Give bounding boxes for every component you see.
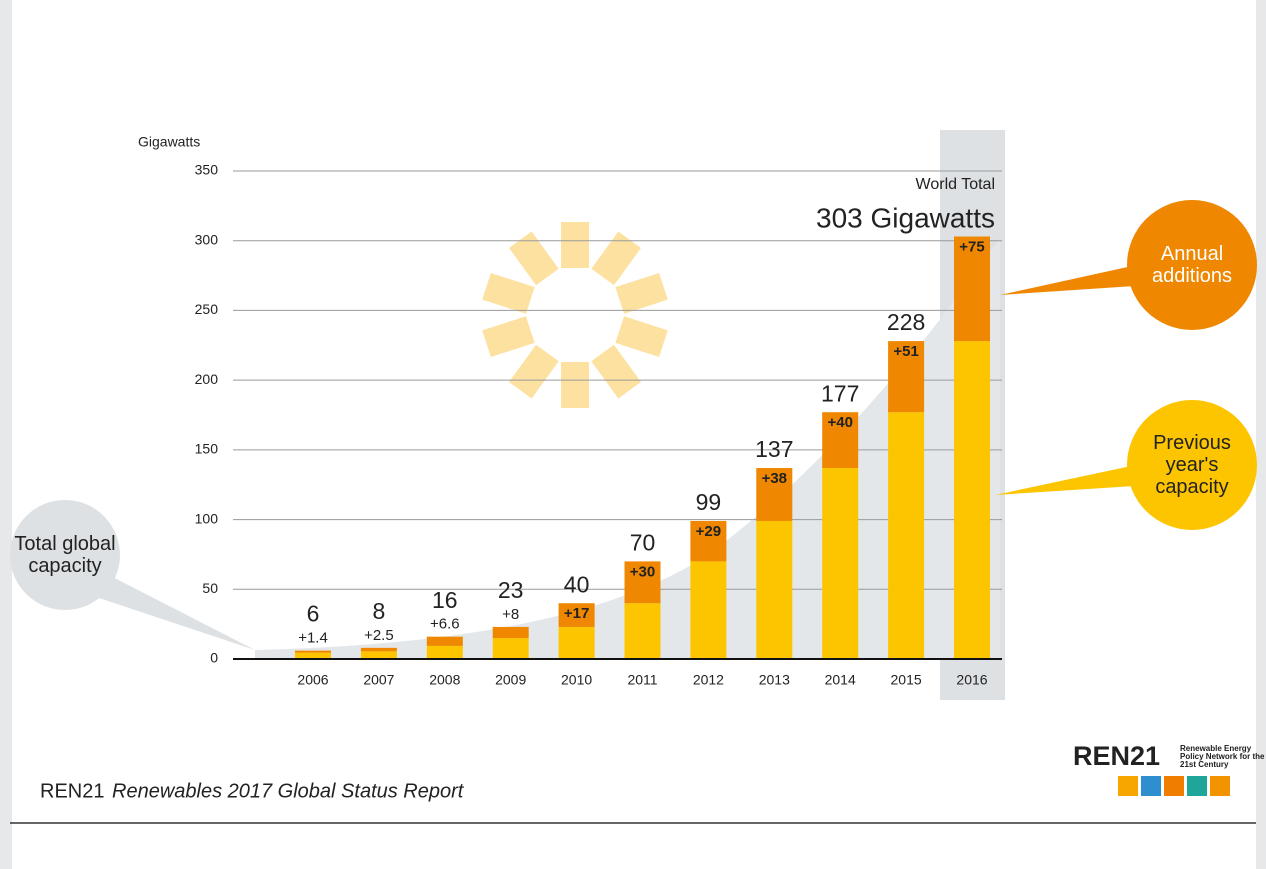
annotation-title: World Total	[916, 176, 995, 193]
logo-name: REN21	[1073, 741, 1160, 771]
x-tick-label: 2007	[363, 672, 394, 688]
y-tick-label: 50	[202, 580, 218, 596]
total-label: 40	[564, 571, 590, 597]
data-label: +1.4	[298, 630, 328, 647]
y-tick-label: 100	[195, 510, 219, 526]
logo-text: Renewable Energy Policy Network for the …	[1180, 744, 1265, 769]
y-tick-label: 350	[195, 162, 219, 178]
total-label: 228	[887, 309, 925, 335]
data-label: +51	[893, 343, 918, 360]
bar-segment	[822, 412, 859, 468]
pointer	[995, 462, 1150, 495]
bar-segment	[558, 626, 595, 659]
bar-segment	[888, 412, 925, 659]
data-label: +75	[959, 239, 984, 256]
bar-segment	[558, 603, 595, 627]
x-tick-label: 2009	[495, 672, 526, 688]
bar-segment	[426, 636, 463, 646]
bar-segment	[295, 650, 331, 653]
bar-segment	[624, 561, 661, 604]
total-label: 6	[307, 601, 320, 627]
y-axis-label: Gigawatts	[138, 134, 200, 150]
logo-icons	[1118, 776, 1230, 796]
frame-edge	[0, 0, 12, 869]
bar-segment	[756, 467, 793, 521]
y-tick-label: 200	[195, 371, 219, 387]
total-label: 16	[432, 587, 458, 613]
sun-icon	[482, 222, 668, 408]
x-tick-label: 2010	[561, 672, 592, 688]
bar-segment	[360, 651, 397, 659]
pointer	[1000, 262, 1150, 295]
x-tick-label: 2013	[759, 672, 790, 688]
data-label: +40	[827, 414, 852, 431]
bar-segment	[954, 341, 990, 659]
bar-segment	[492, 626, 529, 639]
bar-segment	[954, 236, 990, 342]
background-area	[255, 238, 1000, 659]
x-tick-label: 2012	[693, 672, 724, 688]
data-label: +30	[630, 563, 655, 580]
x-tick-label: 2014	[825, 672, 856, 688]
data-label: +17	[564, 605, 589, 622]
data-label: +8	[502, 606, 519, 623]
annotation-value: 303 Gigawatts	[816, 202, 995, 233]
x-tick-label: 2011	[627, 672, 657, 688]
bar-segment	[822, 467, 859, 659]
total-label: 8	[373, 598, 386, 624]
x-tick-label: 2016	[956, 672, 987, 688]
x-tick-label: 2006	[297, 672, 328, 688]
bar-segment	[756, 520, 793, 659]
total-label: 99	[696, 489, 722, 515]
y-tick-label: 150	[195, 441, 219, 457]
y-tick-label: 300	[195, 231, 219, 247]
x-tick-label: 2008	[429, 672, 460, 688]
source-org: REN21	[40, 780, 104, 802]
frame-edge	[1256, 0, 1266, 869]
bar-segment	[492, 638, 529, 659]
total-label: 177	[821, 380, 859, 406]
bar-segment	[295, 652, 331, 659]
data-label: +29	[696, 523, 721, 540]
bar-segment	[690, 520, 727, 562]
bar-segment	[426, 645, 463, 659]
y-tick-label: 250	[195, 301, 219, 317]
source-title: Renewables 2017 Global Status Report	[112, 780, 465, 802]
data-label: +38	[762, 470, 787, 487]
legend-previous: Previous year's capacity	[1127, 400, 1257, 530]
bar-segment	[690, 561, 727, 659]
bar-segment	[624, 603, 661, 659]
legend-additions: Annual additions	[1127, 200, 1257, 330]
bar-segment	[888, 341, 925, 413]
data-label: +2.5	[364, 627, 394, 644]
y-tick-label: 0	[210, 650, 218, 666]
total-label: 137	[755, 436, 793, 462]
bar-segment	[360, 647, 397, 652]
data-label: +6.6	[430, 616, 460, 633]
total-label: 23	[498, 577, 524, 603]
total-label: 70	[630, 529, 656, 555]
x-tick-label: 2015	[891, 672, 922, 688]
total-bubble: Total global capacity	[10, 500, 120, 610]
